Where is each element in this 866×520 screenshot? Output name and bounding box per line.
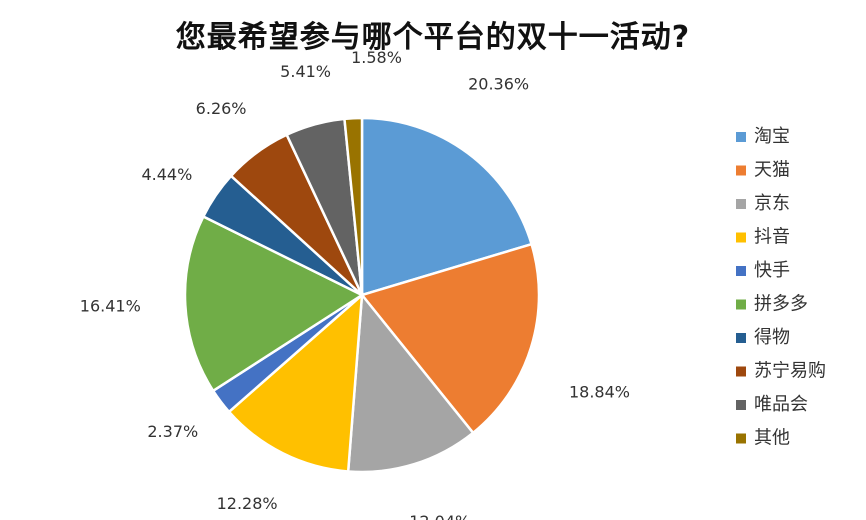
legend-label-5: 拼多多: [754, 294, 808, 315]
legend-swatch-8: [736, 400, 746, 410]
legend-label-8: 唯品会: [754, 394, 808, 415]
legend-swatch-0: [736, 132, 746, 142]
legend-swatch-9: [736, 433, 746, 444]
legend-label-3: 抖音: [754, 227, 790, 248]
legend-swatch-6: [736, 333, 746, 343]
legend-swatch-2: [736, 199, 746, 209]
data-label-7: 6.26%: [196, 99, 247, 118]
legend-label-0: 淘宝: [754, 126, 790, 147]
data-label-5: 16.41%: [80, 296, 141, 315]
pie-slice-3: [227, 292, 364, 473]
data-label-9: 1.58%: [351, 48, 402, 67]
legend-swatch-1: [736, 165, 746, 176]
pie-slice-5: [183, 214, 365, 393]
pie-slice-1: [359, 242, 541, 435]
legend-swatch-4: [736, 266, 746, 276]
legend-label-7: 苏宁易购: [754, 361, 826, 382]
data-label-3: 12.28%: [217, 494, 278, 513]
legend-label-6: 得物: [754, 327, 790, 348]
legend-swatch-3: [736, 232, 746, 243]
data-label-0: 20.36%: [468, 74, 529, 93]
legend-label-4: 快手: [754, 260, 790, 281]
legend-swatch-7: [736, 366, 746, 377]
legend-label-1: 天猫: [754, 160, 790, 181]
pie-slice-0: [360, 116, 534, 297]
data-label-8: 5.41%: [280, 62, 331, 81]
chart-title: 您最希望参与哪个平台的双十一活动?: [175, 20, 691, 55]
pie-slice-2: [346, 291, 475, 474]
legend-label-2: 京东: [754, 193, 790, 214]
data-label-1: 18.84%: [569, 382, 630, 401]
legend-label-9: 其他: [754, 428, 790, 449]
data-label-4: 2.37%: [147, 422, 198, 441]
data-label-2: 12.04%: [409, 512, 470, 520]
pie-slice-9: [343, 116, 364, 296]
legend-swatch-5: [736, 299, 746, 310]
data-label-6: 4.44%: [141, 165, 192, 184]
